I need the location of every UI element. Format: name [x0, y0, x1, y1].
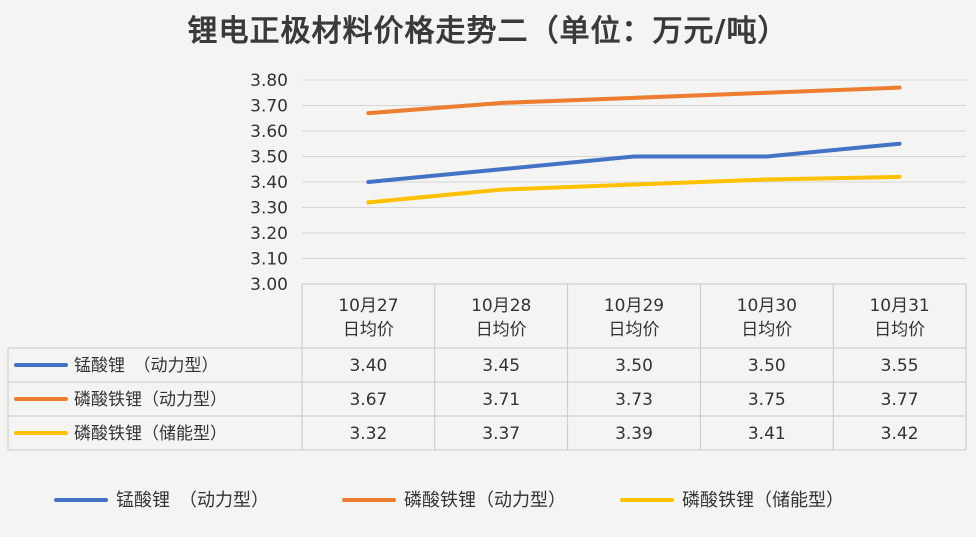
x-category-label: 10月28 日均价 — [471, 296, 531, 340]
y-tick-label: 3.00 — [250, 275, 288, 295]
data-label: 3.71 — [482, 390, 520, 410]
y-tick-label: 3.50 — [250, 148, 288, 168]
y-tick-label: 3.20 — [250, 224, 288, 244]
series-line — [366, 174, 902, 205]
data-label: 3.37 — [482, 424, 520, 444]
x-category-label: 10月31 日均价 — [869, 296, 929, 340]
x-category-label: 10月29 日均价 — [604, 296, 664, 340]
table-row-series-name: 磷酸铁锂（储能型） — [74, 424, 227, 444]
x-category-label: 10月30 日均价 — [737, 296, 797, 340]
data-label: 3.45 — [482, 356, 520, 376]
data-label: 3.32 — [349, 424, 387, 444]
chart-title: 锂电正极材料价格走势二（单位：万元/吨） — [187, 14, 789, 49]
data-label: 3.77 — [881, 390, 919, 410]
data-label: 3.40 — [349, 356, 387, 376]
y-tick-label: 3.30 — [250, 199, 288, 219]
y-tick-label: 3.40 — [250, 173, 288, 193]
data-label: 3.67 — [349, 390, 387, 410]
data-label: 3.41 — [748, 424, 786, 444]
series-line — [366, 85, 902, 116]
legend-label: 磷酸铁锂（动力型） — [404, 490, 566, 511]
y-tick-label: 3.70 — [250, 97, 288, 117]
legend-label: 锰酸锂 （动力型） — [116, 490, 269, 511]
legend-label: 磷酸铁锂（储能型） — [682, 490, 844, 511]
data-label: 3.75 — [748, 390, 786, 410]
data-label: 3.50 — [615, 356, 653, 376]
y-tick-label: 3.10 — [250, 250, 288, 270]
data-label: 3.50 — [748, 356, 786, 376]
y-tick-label: 3.60 — [250, 122, 288, 142]
data-label: 3.55 — [881, 356, 919, 376]
data-label: 3.39 — [615, 424, 653, 444]
table-row-series-name: 磷酸铁锂（动力型） — [74, 390, 227, 410]
series-line — [366, 141, 902, 184]
data-label: 3.42 — [881, 424, 919, 444]
table-row-series-name: 锰酸锂 （动力型） — [74, 356, 219, 376]
y-tick-label: 3.80 — [250, 71, 288, 91]
data-label: 3.73 — [615, 390, 653, 410]
x-category-label: 10月27 日均价 — [338, 296, 398, 340]
